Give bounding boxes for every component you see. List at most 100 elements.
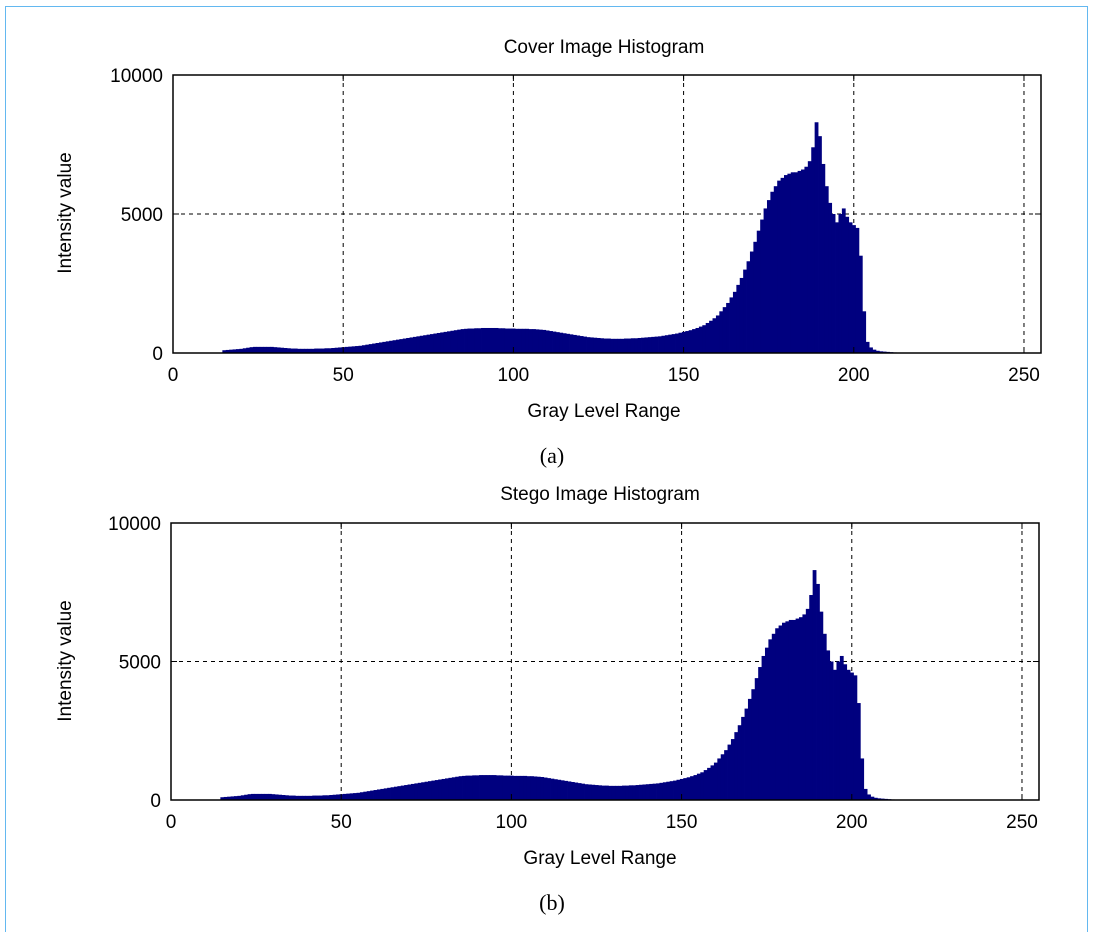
histogram-bar [569, 334, 574, 353]
histogram-bar [717, 758, 722, 800]
histogram-bar [263, 346, 267, 353]
figure-caption: (b) [539, 890, 565, 915]
x-tick-label: 150 [666, 812, 698, 833]
histogram-bar [431, 780, 436, 800]
histogram-bar [485, 775, 490, 800]
histogram-bar [605, 785, 609, 800]
x-tick-label: 200 [838, 365, 870, 386]
histogram-bar [751, 689, 756, 800]
histogram-bar [780, 177, 785, 353]
histogram-bar [516, 775, 521, 800]
histogram-bar [484, 327, 489, 353]
histogram-bar [475, 775, 480, 800]
histogram-bar [515, 328, 519, 353]
histogram-bar [816, 583, 820, 800]
histogram-bar [448, 777, 453, 800]
histogram-bar [879, 351, 884, 353]
histogram-bar [496, 775, 500, 800]
histogram-bar [696, 773, 701, 800]
histogram-bar [479, 775, 483, 800]
histogram-bar [770, 191, 775, 353]
histogram-bar [372, 343, 376, 353]
histogram-bar [270, 346, 274, 353]
histogram-bar [855, 227, 860, 353]
histogram-bar [319, 795, 323, 800]
x-tick-label: 250 [1008, 365, 1040, 386]
histogram-bar [543, 777, 548, 800]
histogram-bar [875, 350, 880, 353]
histogram-bar [491, 327, 496, 353]
histogram-bar [499, 775, 504, 800]
histogram-bar [707, 767, 711, 800]
histogram-bar [799, 617, 803, 800]
histogram-bar [276, 347, 281, 353]
histogram-bar [327, 348, 332, 353]
histogram-bar [688, 330, 693, 353]
histogram-bar [812, 570, 817, 800]
histogram-bar [359, 792, 364, 800]
histogram-bar [555, 332, 560, 353]
histogram-bar [872, 349, 877, 353]
histogram-bar [869, 347, 873, 353]
histogram-bar [472, 775, 477, 800]
histogram-bar [547, 778, 551, 800]
histogram-bar [331, 348, 336, 353]
histogram-bar [477, 328, 482, 353]
histogram-bar [549, 331, 553, 353]
histogram-bar [681, 331, 686, 353]
histogram-bar [455, 776, 460, 800]
histogram-bar [280, 347, 285, 353]
histogram-bar [726, 302, 730, 353]
figure-frame [5, 6, 1088, 932]
histogram-bar [766, 200, 771, 353]
histogram-bar [787, 173, 792, 353]
histogram-bar [519, 775, 524, 800]
x-tick-labels: 0 50 100 150 200 250 [168, 365, 1040, 386]
histogram-bar [395, 339, 400, 353]
histogram-bar [467, 328, 472, 353]
histogram-bar [443, 331, 448, 353]
histogram-bar [410, 783, 415, 800]
histogram-bar [501, 328, 506, 353]
histogram-bar [288, 795, 293, 800]
histogram-bar [502, 775, 507, 800]
histogram-bar [673, 780, 677, 800]
histogram-bar [624, 338, 628, 353]
histogram-bar [729, 297, 734, 353]
histogram-bar [848, 222, 853, 353]
histogram-bar [649, 783, 654, 800]
histogram-bar [325, 795, 330, 800]
histogram-bar [304, 348, 308, 353]
histogram-bar [828, 202, 833, 353]
histogram-bar [753, 241, 758, 353]
histogram-bar [839, 655, 844, 800]
histogram-bar [709, 320, 713, 353]
histogram-bar [535, 329, 540, 353]
histogram-bar [632, 785, 637, 800]
histogram-bar [761, 655, 766, 800]
histogram-bar [271, 794, 276, 800]
histogram-bar [564, 780, 568, 800]
x-tick-label: 50 [331, 812, 352, 833]
axis-ticks [172, 74, 1041, 354]
histogram-bar [676, 779, 681, 800]
x-tick-label: 100 [496, 812, 528, 833]
histogram-bar [625, 785, 630, 800]
histogram-bar [589, 337, 594, 353]
plot-area: 0 50 100 150 200 250 0 5000 10000 [110, 66, 1042, 386]
histogram-bar [576, 335, 581, 353]
histogram-bar [553, 779, 558, 800]
histogram-bar [383, 788, 388, 800]
histogram-bar [863, 788, 868, 800]
histogram-bar [724, 750, 728, 800]
histogram-bar [511, 328, 516, 353]
histogram-bar [382, 341, 387, 353]
histogram-bar [242, 348, 247, 353]
histogram-bar [356, 792, 361, 800]
histogram-bar [695, 327, 700, 353]
histogram-bar [230, 796, 235, 800]
histogram-bar [287, 348, 291, 353]
histogram-bar [764, 647, 769, 800]
histogram-bar [683, 778, 688, 800]
